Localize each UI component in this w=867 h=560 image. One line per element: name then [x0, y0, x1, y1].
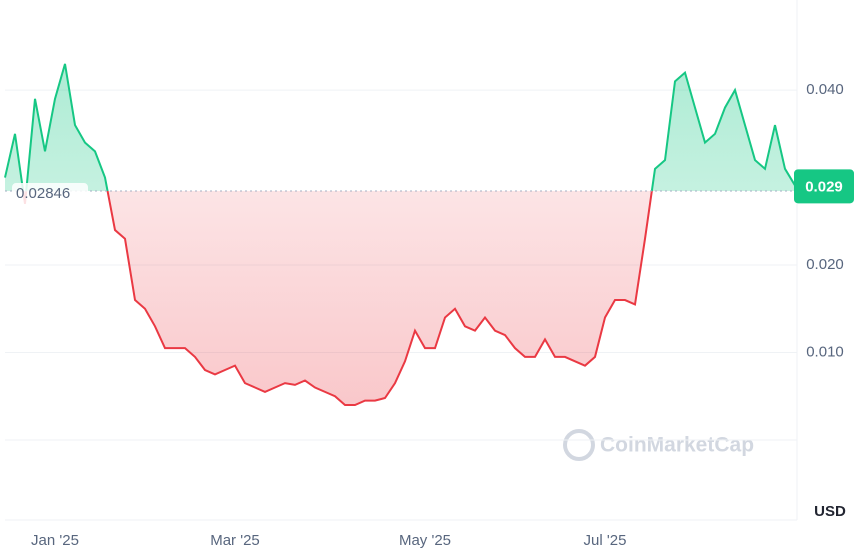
x-tick-label: May '25: [399, 532, 451, 549]
x-tick-label: Mar '25: [210, 532, 260, 549]
baseline-label: 0.02846: [16, 185, 70, 202]
price-badge-label: 0.029: [805, 178, 843, 195]
price-line-up: [4, 63, 796, 192]
y-tick-label: 0.020: [806, 256, 844, 273]
area-up: [5, 63, 795, 192]
x-tick-label: Jul '25: [584, 532, 627, 549]
y-tick-label: 0.010: [806, 343, 844, 360]
currency: USD: [814, 503, 846, 520]
baseline-label-bg: [12, 183, 88, 206]
area-down: [5, 191, 795, 406]
watermark-text: CoinMarketCap: [600, 434, 754, 457]
price-line-down: [22, 191, 653, 407]
x-tick-label: Jan '25: [31, 532, 79, 549]
watermark: CoinMarketCap: [563, 429, 754, 461]
price-badge: [794, 169, 854, 204]
y-tick-label: 0.040: [806, 81, 844, 98]
